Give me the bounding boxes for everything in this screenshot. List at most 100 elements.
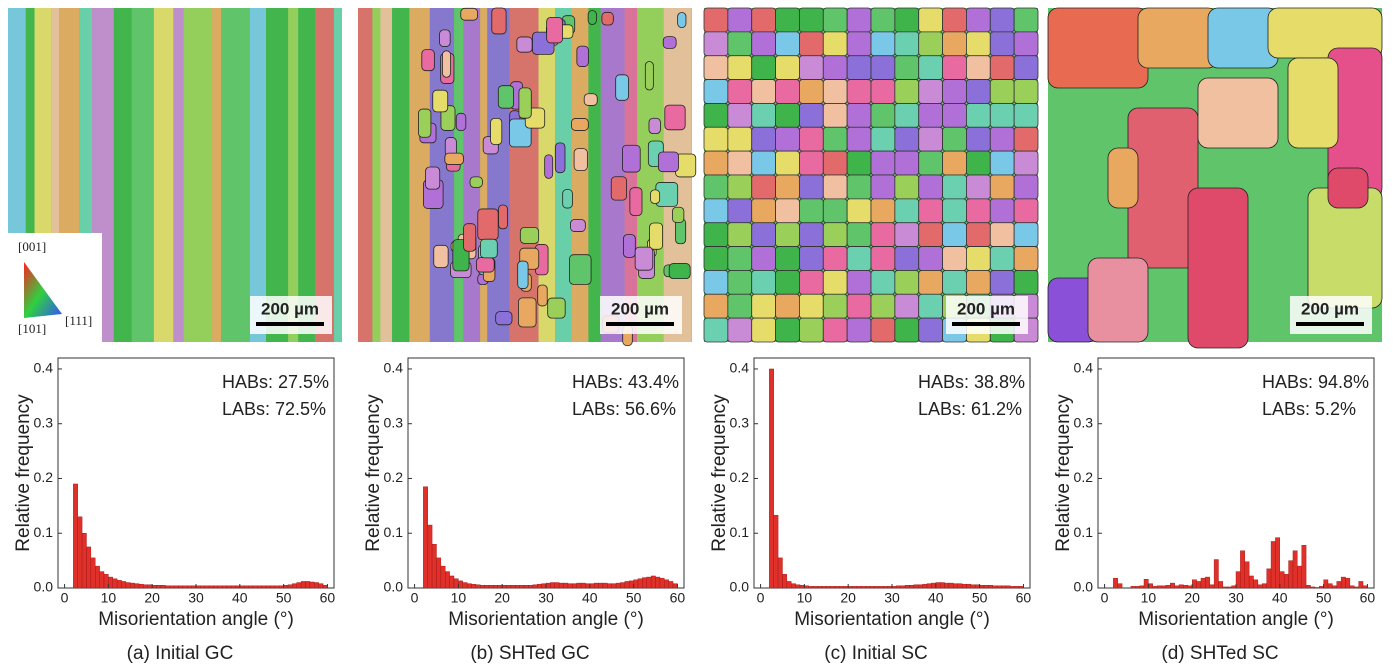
bar bbox=[1143, 579, 1149, 589]
grain bbox=[822, 55, 848, 80]
grain bbox=[775, 270, 800, 295]
y-tick-label: 0.1 bbox=[384, 524, 404, 540]
grain-stripe bbox=[113, 8, 132, 342]
grain bbox=[1013, 222, 1039, 247]
bar bbox=[664, 579, 669, 589]
bar bbox=[904, 585, 910, 589]
bar bbox=[1235, 571, 1241, 589]
x-tick-label: 30 bbox=[1228, 590, 1244, 606]
grain bbox=[870, 246, 896, 271]
grain bbox=[622, 144, 641, 173]
grain bbox=[775, 293, 800, 319]
bar bbox=[576, 582, 582, 589]
grain bbox=[601, 11, 614, 26]
ipf-triangle bbox=[24, 262, 62, 318]
grain-stripe bbox=[600, 8, 625, 342]
y-tick-label: 0.0 bbox=[384, 579, 404, 595]
grain bbox=[775, 246, 800, 271]
grain bbox=[1013, 55, 1039, 80]
bar bbox=[1270, 541, 1276, 589]
bar bbox=[292, 583, 297, 589]
grain bbox=[610, 176, 628, 201]
grain bbox=[775, 55, 800, 80]
y-tick-label: 0.1 bbox=[1074, 524, 1094, 540]
bar bbox=[77, 516, 83, 589]
grain bbox=[1207, 7, 1279, 69]
y-tick-label: 0.2 bbox=[730, 469, 750, 485]
grain bbox=[703, 293, 729, 319]
bar bbox=[103, 574, 109, 589]
grain bbox=[989, 7, 1015, 33]
grain bbox=[846, 293, 872, 319]
x-tick-label: 0 bbox=[757, 590, 765, 606]
x-tick-label: 60 bbox=[1016, 590, 1032, 606]
grain bbox=[942, 126, 967, 152]
grain bbox=[989, 222, 1015, 247]
grain bbox=[846, 103, 872, 128]
grain-stripe bbox=[314, 8, 335, 342]
y-tick-label: 0.4 bbox=[1074, 360, 1094, 376]
bar bbox=[283, 585, 289, 589]
plot-frame bbox=[57, 357, 335, 589]
bar bbox=[300, 581, 306, 589]
grain bbox=[480, 238, 498, 259]
grain bbox=[989, 126, 1015, 152]
grain bbox=[942, 79, 967, 104]
grain-stripe bbox=[509, 8, 539, 342]
grain bbox=[751, 126, 776, 152]
grain bbox=[918, 270, 943, 295]
grain-stripe bbox=[454, 8, 464, 342]
grain bbox=[894, 150, 920, 176]
grain bbox=[894, 55, 920, 80]
bar bbox=[510, 585, 516, 589]
bar bbox=[1222, 586, 1228, 589]
grain bbox=[966, 222, 991, 247]
grain bbox=[918, 150, 943, 176]
grain bbox=[799, 55, 824, 80]
annotation: LABs: 61.2% bbox=[918, 399, 1022, 419]
bar bbox=[235, 585, 241, 589]
bar bbox=[602, 582, 608, 589]
grain-stripe bbox=[334, 8, 342, 342]
x-tick-label: 0 bbox=[411, 590, 419, 606]
grain bbox=[444, 152, 464, 165]
bar bbox=[1292, 550, 1298, 589]
grain bbox=[727, 246, 753, 271]
grain bbox=[870, 31, 896, 57]
y-axis-label: Relative frequency bbox=[363, 394, 384, 552]
grain bbox=[432, 89, 449, 113]
caption: (a) Initial GC bbox=[127, 643, 234, 664]
bar bbox=[222, 585, 227, 589]
bar bbox=[287, 584, 293, 589]
bar bbox=[909, 585, 915, 589]
x-tick-label: 50 bbox=[972, 590, 988, 606]
grain bbox=[894, 7, 920, 33]
grain bbox=[966, 7, 991, 33]
bar bbox=[445, 571, 450, 589]
plot-frame bbox=[407, 357, 685, 589]
grain bbox=[677, 12, 687, 28]
grain bbox=[615, 74, 629, 101]
grain bbox=[517, 260, 529, 289]
grain bbox=[870, 317, 896, 343]
bar bbox=[270, 585, 276, 589]
bar bbox=[1305, 585, 1311, 589]
x-axis-label: Misorientation angle (°) bbox=[1138, 609, 1334, 630]
annotation: HABs: 27.5% bbox=[222, 372, 329, 392]
bar bbox=[869, 586, 875, 589]
grain bbox=[727, 317, 753, 343]
bar bbox=[151, 585, 157, 589]
bar bbox=[178, 585, 184, 589]
bar bbox=[812, 586, 818, 589]
bar bbox=[436, 557, 442, 589]
grain bbox=[894, 198, 920, 224]
grain bbox=[573, 148, 588, 171]
grain bbox=[846, 222, 872, 247]
bar bbox=[1314, 587, 1320, 589]
grain-stripe bbox=[212, 8, 222, 342]
grain bbox=[751, 270, 776, 295]
grain bbox=[966, 126, 991, 152]
bar bbox=[607, 583, 612, 589]
bar bbox=[1336, 581, 1342, 589]
bar bbox=[773, 514, 779, 589]
